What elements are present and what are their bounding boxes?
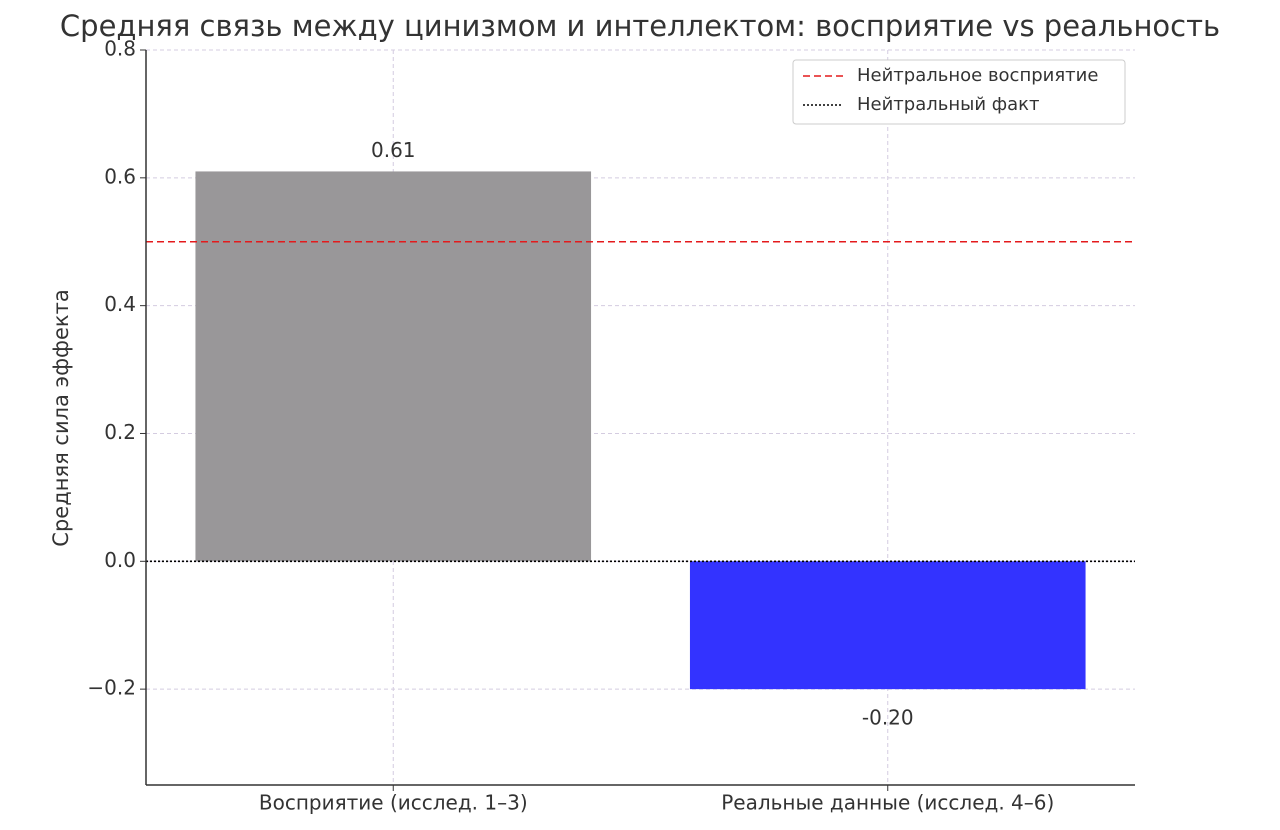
y-tick-label: 0.4 bbox=[104, 292, 136, 316]
legend-label: Нейтральное восприятие bbox=[857, 65, 1098, 86]
y-tick-label: 0.8 bbox=[104, 37, 136, 61]
y-tick-label: 0.0 bbox=[104, 548, 136, 572]
bar bbox=[689, 561, 1086, 690]
bar bbox=[195, 171, 592, 562]
x-tick-label: Реальные данные (исслед. 4–6) bbox=[721, 791, 1054, 815]
legend-label: Нейтральный факт bbox=[857, 94, 1040, 115]
y-tick-label: −0.2 bbox=[87, 676, 136, 700]
x-tick-label: Восприятие (исслед. 1–3) bbox=[259, 791, 528, 815]
chart-title: Средняя связь между цинизмом и интеллект… bbox=[60, 9, 1220, 43]
legend-box bbox=[792, 59, 1126, 125]
value-label: -0.20 bbox=[862, 706, 914, 730]
value-label: 0.61 bbox=[371, 138, 416, 162]
y-tick-label: 0.6 bbox=[104, 164, 136, 188]
y-tick-label: 0.2 bbox=[104, 420, 136, 444]
y-axis-label: Средняя сила эффекта bbox=[49, 289, 73, 546]
